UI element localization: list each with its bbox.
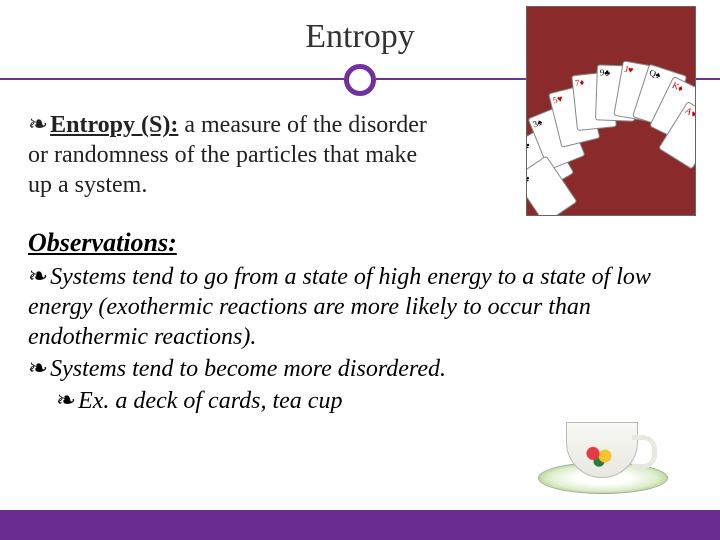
bottom-bar xyxy=(0,510,720,540)
observation-text: Systems tend to go from a state of high … xyxy=(28,264,651,350)
observation-item: ❧Systems tend to go from a state of high… xyxy=(28,262,692,352)
observation-sub-text: Ex. a deck of cards, tea cup xyxy=(78,388,342,414)
definition-term: Entropy (S): xyxy=(50,112,178,138)
title-circle-decor xyxy=(344,64,376,96)
definition-block: ❧Entropy (S): a measure of the disorder … xyxy=(28,110,428,200)
slide: Entropy A♣ 3♠ 5♥ 7♦ 9♣ J♥ Q♠ K♦ 2♣ A♥ ❧E… xyxy=(0,0,720,540)
bullet-icon: ❧ xyxy=(28,354,48,384)
teacup-image xyxy=(528,392,678,500)
observations-heading: Observations: xyxy=(28,228,692,258)
observation-item: ❧Systems tend to become more disordered. xyxy=(28,354,692,384)
bullet-icon: ❧ xyxy=(28,262,48,292)
bullet-icon: ❧ xyxy=(28,110,48,140)
observation-text: Systems tend to become more disordered. xyxy=(50,356,446,382)
bullet-icon: ❧ xyxy=(56,386,76,415)
content-area: ❧Entropy (S): a measure of the disorder … xyxy=(28,110,692,415)
cup-flower-decor xyxy=(581,443,621,469)
